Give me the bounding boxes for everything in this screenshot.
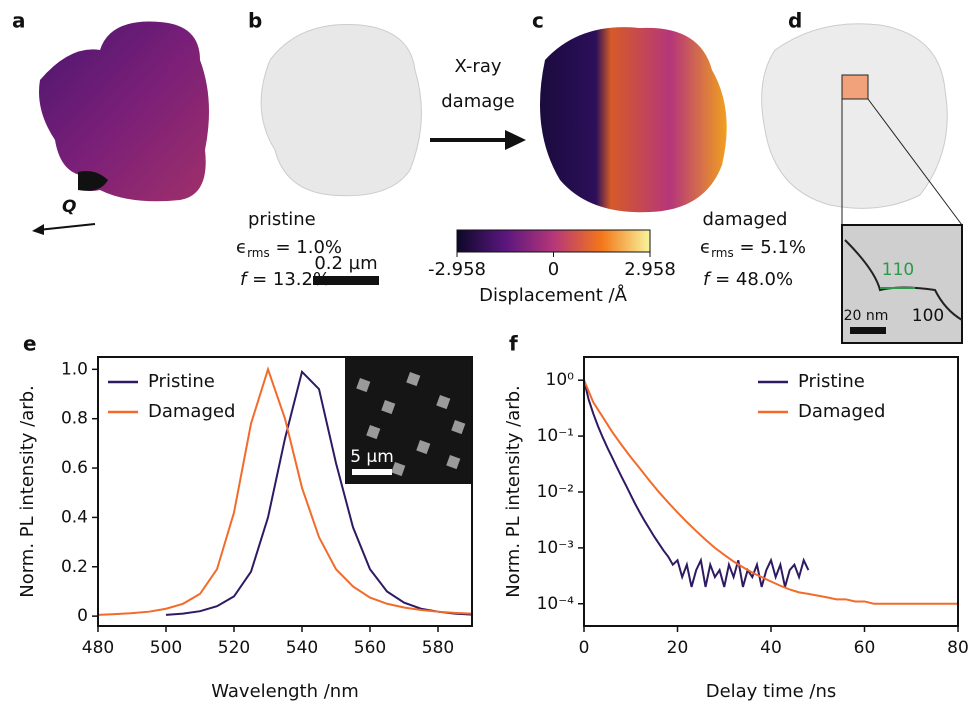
y-tick-label: 10⁻⁴ [537,594,575,614]
y-tick-label: 10⁻² [537,482,574,502]
y-tick-label: 1.0 [61,359,88,379]
crystal [356,378,371,393]
x-tick-label: 0 [579,638,590,658]
legend-label: Pristine [148,371,215,392]
scale-bar [850,327,886,334]
particle-image [260,23,422,197]
strain-label: ϵrms = 1.0% [236,237,342,260]
crystal [366,425,381,440]
particle-image [39,21,209,202]
crystal [406,372,421,387]
series-line [98,366,472,616]
y-axis-label: Norm. PL intensity /arb. [17,385,38,598]
x-tick-label: 40 [760,638,782,658]
y-axis-label: Norm. PL intensity /arb. [503,385,524,598]
vector-arrow [37,223,96,231]
arrow-label: damage [441,91,515,112]
y-tick-label: 0.6 [61,458,88,478]
arrow-head [505,130,526,150]
y-tick-label: 10⁻¹ [537,426,574,446]
zoom-region [841,74,869,100]
axes-frame [97,356,473,627]
panel-label: e [23,332,37,356]
value: = 13.2% [246,269,330,290]
state-label: damaged [703,209,788,230]
x-tick-label: 580 [422,638,454,658]
symbol: ϵ [236,237,247,258]
series-line [584,379,958,605]
crystal [446,455,461,470]
series-line [165,369,472,616]
colorbar-tick-label: 2.958 [624,259,676,280]
value: = 5.1% [734,237,806,258]
x-tick-label: 500 [150,638,182,658]
state-label: pristine [248,209,316,230]
panel-label: d [788,9,802,33]
value: = 48.0% [709,269,793,290]
colorbar-tick-label: -2.958 [428,259,486,280]
panel-label: f [509,332,518,356]
series-line [584,379,810,588]
scale-label: 0.2 µm [314,253,377,274]
zoom-line [867,98,963,226]
x-axis-label: Wavelength /nm [211,681,359,702]
x-tick-label: 560 [354,638,386,658]
panel-label: c [532,9,544,33]
x-tick-label: 520 [218,638,250,658]
value: = 1.0% [270,237,342,258]
crystal [391,462,406,477]
y-tick-label: 0.2 [61,557,88,577]
crystal [381,400,396,415]
legend-label: Damaged [798,401,885,422]
fraction-label: f = 13.2% [240,269,330,290]
vector-label: Q [62,197,76,217]
panel-label: b [248,9,262,33]
crystal [436,395,451,410]
colorbar-tick-label: 0 [548,259,559,280]
x-tick-label: 540 [286,638,318,658]
x-axis-label: Delay time /ns [706,681,837,702]
arrow-label: X-ray [454,56,501,77]
scale-label: 5 µm [350,447,394,467]
scale-bar [352,469,392,475]
y-tick-label: 0.8 [61,409,88,429]
shadow [78,171,108,191]
y-tick-label: 10⁻³ [537,538,574,558]
scale-label: 20 nm [844,308,889,324]
scale-bar [313,276,379,285]
facet-label: 100 [912,306,944,326]
colorbar-scale [456,229,651,253]
x-tick-label: 80 [947,638,969,658]
y-tick-label: 0.4 [61,507,88,527]
arrow-head [32,224,44,235]
x-tick-label: 480 [82,638,114,658]
crystal [451,420,466,435]
inset-image [841,224,963,344]
symbol: f [240,269,249,290]
x-tick-label: 60 [854,638,876,658]
strain-label: ϵrms = 5.1% [700,237,806,260]
symbol: f [703,269,712,290]
panel-label: a [12,9,26,33]
y-tick-label: 0 [77,606,88,626]
subscript: rms [247,246,270,260]
fraction-label: f = 48.0% [703,269,793,290]
particle-image [540,27,727,213]
subscript: rms [711,246,734,260]
legend-label: Damaged [148,401,235,422]
y-tick-label: 10⁰ [546,370,575,390]
legend-label: Pristine [798,371,865,392]
colorbar-label: Displacement /Å [479,284,628,306]
facet-label: 110 [882,260,914,280]
colorbar [456,229,651,253]
axes-frame [583,356,959,627]
x-tick-label: 20 [667,638,689,658]
symbol: ϵ [700,237,711,258]
particle-image [761,23,948,209]
crystal [416,440,431,455]
